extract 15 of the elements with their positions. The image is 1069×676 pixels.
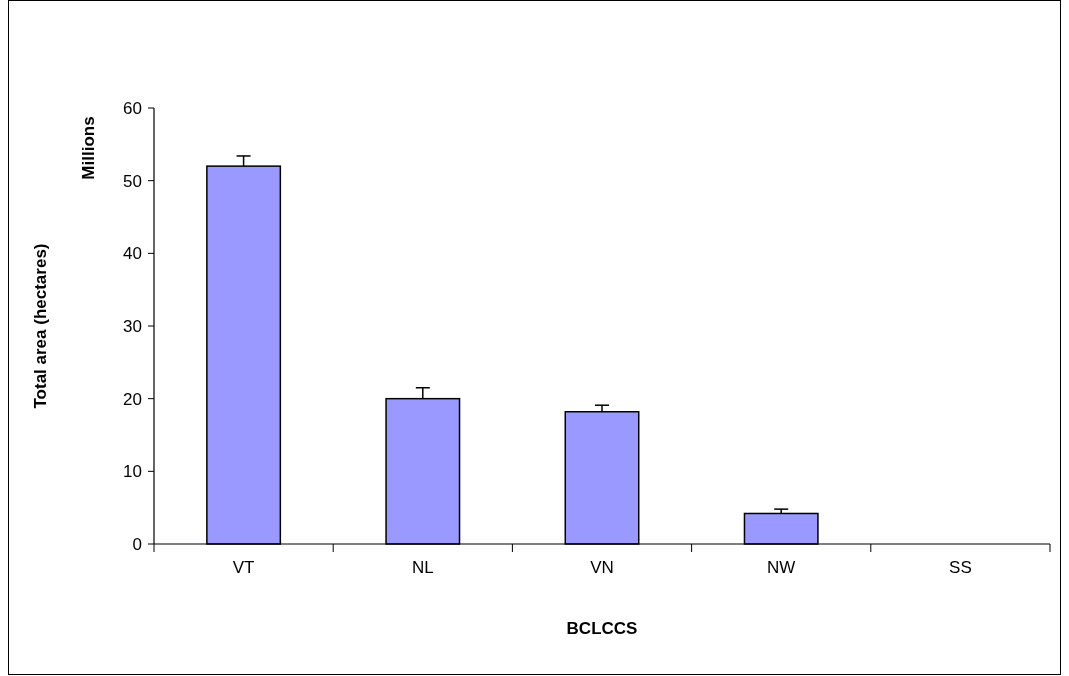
x-tick-label: NW — [767, 558, 796, 577]
text: Millions — [79, 116, 98, 180]
y-axis-title: Total area (hectares) — [31, 243, 50, 409]
y-tick-label: 0 — [132, 534, 142, 554]
y-tick-label: 60 — [123, 98, 142, 118]
x-tick-label: SS — [949, 558, 972, 577]
y-tick-label: 40 — [123, 244, 142, 264]
y-tick-label: 50 — [123, 171, 142, 191]
x-tick-label: VN — [590, 558, 614, 577]
x-tick-label: VT — [232, 558, 255, 577]
x-axis-title: BCLCCS — [566, 619, 638, 638]
y-tick-label: 30 — [123, 316, 142, 336]
y-tick-label: 20 — [123, 389, 142, 409]
x-tick-label: NL — [411, 558, 434, 577]
y-tick-label: 10 — [123, 462, 142, 482]
